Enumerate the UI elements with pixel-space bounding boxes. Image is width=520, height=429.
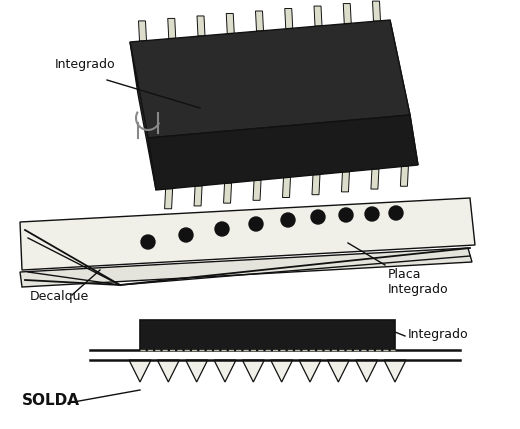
Polygon shape	[343, 3, 351, 24]
Polygon shape	[130, 20, 410, 138]
Polygon shape	[384, 360, 406, 382]
Polygon shape	[224, 183, 231, 203]
Polygon shape	[255, 11, 264, 31]
Polygon shape	[327, 360, 349, 382]
Circle shape	[141, 235, 155, 249]
Circle shape	[311, 210, 325, 224]
Polygon shape	[148, 115, 418, 190]
Text: SOLDA: SOLDA	[22, 393, 80, 408]
Polygon shape	[242, 360, 264, 382]
Circle shape	[389, 206, 403, 220]
Polygon shape	[253, 180, 261, 200]
Bar	[140, 320, 395, 350]
Polygon shape	[20, 198, 475, 270]
Polygon shape	[138, 21, 147, 41]
Polygon shape	[168, 18, 176, 39]
Text: Placa
Integrado: Placa Integrado	[388, 268, 449, 296]
Polygon shape	[312, 175, 320, 195]
Text: Integrado: Integrado	[408, 328, 469, 341]
Polygon shape	[390, 20, 418, 165]
Polygon shape	[299, 360, 321, 382]
Polygon shape	[282, 178, 291, 197]
Polygon shape	[226, 13, 234, 33]
Circle shape	[281, 213, 295, 227]
Circle shape	[365, 207, 379, 221]
Polygon shape	[372, 1, 381, 21]
Polygon shape	[197, 16, 205, 36]
Text: Decalque: Decalque	[30, 290, 89, 303]
Polygon shape	[271, 360, 293, 382]
Polygon shape	[356, 360, 378, 382]
Polygon shape	[130, 42, 156, 190]
Polygon shape	[158, 360, 179, 382]
Polygon shape	[400, 166, 408, 186]
Circle shape	[215, 222, 229, 236]
Circle shape	[179, 228, 193, 242]
Polygon shape	[186, 360, 207, 382]
Text: Integrado: Integrado	[55, 58, 115, 71]
Polygon shape	[165, 189, 173, 209]
Polygon shape	[194, 186, 202, 206]
Circle shape	[249, 217, 263, 231]
Polygon shape	[285, 9, 293, 28]
Polygon shape	[371, 169, 379, 189]
Polygon shape	[20, 248, 472, 287]
Polygon shape	[129, 360, 151, 382]
Polygon shape	[314, 6, 322, 26]
Polygon shape	[214, 360, 236, 382]
Circle shape	[339, 208, 353, 222]
Polygon shape	[342, 172, 349, 192]
